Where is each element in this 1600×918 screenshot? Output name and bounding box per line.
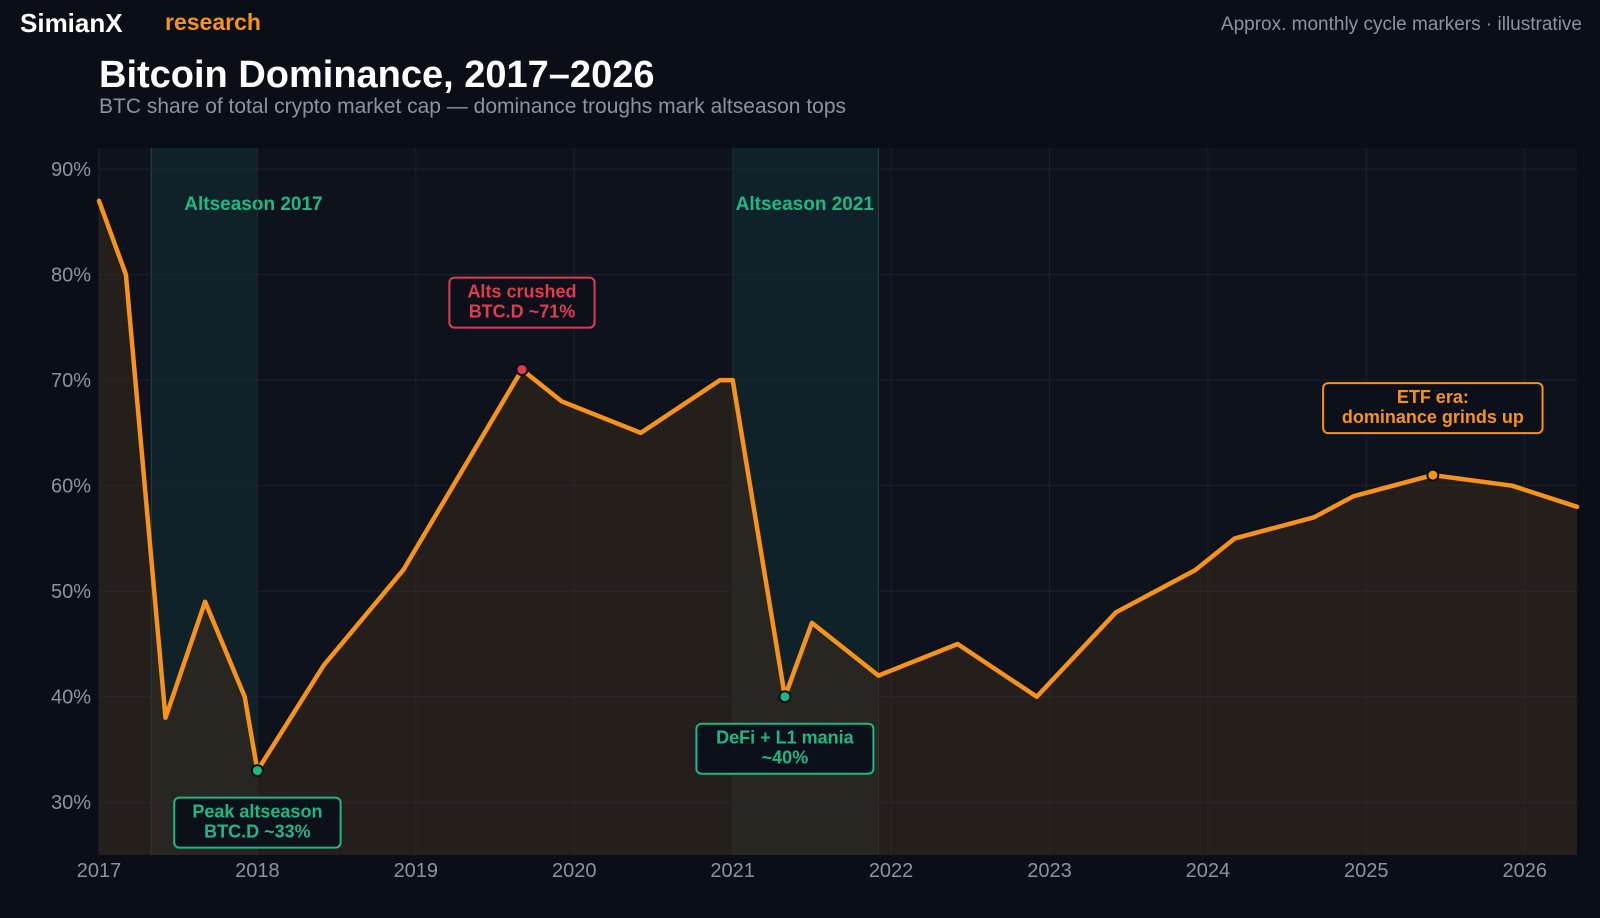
x-tick-label: 2019 [394, 860, 439, 882]
annotation-text: BTC.D ~71% [469, 302, 576, 322]
annotation-box [695, 722, 875, 775]
region-label: Altseason 2021 [736, 194, 875, 215]
x-tick-label: 2025 [1344, 860, 1389, 882]
annotation-text: dominance grinds up [1342, 407, 1524, 427]
x-tick-label: 2022 [869, 860, 914, 882]
x-tick-label: 2020 [552, 860, 597, 882]
annotation-text: BTC.D ~33% [204, 822, 311, 842]
y-tick-label: 50% [51, 581, 91, 603]
annotation-box [448, 276, 596, 329]
region-label: Altseason 2017 [184, 194, 322, 215]
annotation-text: Peak altseason [192, 802, 322, 822]
y-tick-label: 70% [51, 370, 91, 392]
annotation-text: ETF era: [1397, 387, 1469, 407]
chart-title: Bitcoin Dominance, 2017–2026 [99, 54, 655, 96]
annotation-marker [1426, 468, 1440, 482]
y-tick-label: 90% [51, 159, 91, 181]
y-tick-label: 60% [51, 476, 91, 498]
annotation-box [1322, 382, 1544, 435]
x-tick-label: 2024 [1186, 860, 1231, 882]
annotation-marker [515, 363, 529, 377]
annotation-text: ~40% [762, 748, 809, 768]
x-tick-label: 2018 [235, 860, 280, 882]
x-tick-label: 2017 [77, 860, 122, 882]
y-tick-label: 30% [51, 792, 91, 814]
y-tick-label: 80% [51, 265, 91, 287]
brand-section: research [165, 9, 261, 35]
dominance-line [96, 198, 1580, 773]
y-tick-label: 40% [51, 687, 91, 709]
x-tick-label: 2021 [710, 860, 755, 882]
x-tick-label: 2026 [1502, 860, 1547, 882]
annotation-marker [778, 690, 792, 704]
annotation-text: DeFi + L1 mania [716, 728, 855, 748]
annotation-text: Alts crushed [467, 282, 576, 302]
annotation-box [173, 796, 342, 849]
chart-subtitle: BTC share of total crypto market cap — d… [99, 95, 847, 118]
chart-note: Approx. monthly cycle markers · illustra… [1220, 14, 1582, 35]
brand-name: SimianX [20, 8, 123, 38]
x-tick-label: 2023 [1027, 860, 1072, 882]
area-fill [99, 200, 1577, 856]
annotation-marker [250, 764, 264, 778]
